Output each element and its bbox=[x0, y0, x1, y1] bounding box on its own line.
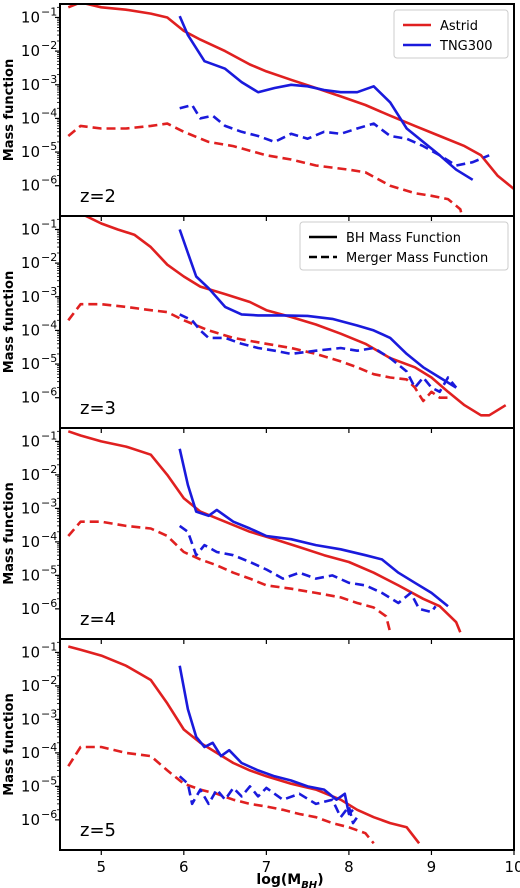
y-tick-exponent: −1 bbox=[41, 217, 57, 230]
y-tick-label: 10 bbox=[21, 76, 40, 94]
y-tick-label: 10 bbox=[21, 432, 40, 450]
y-tick-exponent: −3 bbox=[41, 496, 57, 509]
series-group bbox=[67, 645, 421, 845]
series-astrid-bh bbox=[67, 645, 421, 845]
legend-label: BH Mass Function bbox=[346, 231, 461, 246]
legend-label: Astrid bbox=[440, 19, 478, 34]
legend-label: Merger Mass Function bbox=[346, 251, 488, 266]
y-tick-label: 10 bbox=[21, 220, 40, 238]
series-tng300-merger bbox=[179, 103, 490, 167]
legend-styles-box bbox=[299, 221, 509, 271]
y-tick-label: 10 bbox=[21, 777, 40, 795]
y-tick-label: 10 bbox=[21, 566, 40, 584]
y-tick-label: 10 bbox=[21, 600, 40, 618]
y-tick-exponent: −2 bbox=[41, 251, 57, 264]
y-tick-exponent: −4 bbox=[41, 318, 57, 331]
y-tick-label: 10 bbox=[21, 288, 40, 306]
series-group bbox=[67, 4, 514, 216]
y-tick-exponent: −3 bbox=[41, 707, 57, 720]
y-tick-label: 10 bbox=[21, 143, 40, 161]
y-tick-label: 10 bbox=[21, 177, 40, 195]
y-tick-exponent: −5 bbox=[41, 563, 57, 576]
x-tick-label: 8 bbox=[344, 858, 354, 876]
y-tick-exponent: −2 bbox=[41, 463, 57, 476]
y-axis-label: Mass function bbox=[2, 693, 17, 795]
series-tng300-bh bbox=[178, 448, 449, 608]
y-tick-exponent: −5 bbox=[41, 140, 57, 153]
y-tick-exponent: −6 bbox=[41, 174, 57, 187]
y-tick-exponent: −3 bbox=[41, 73, 57, 86]
panel-frame bbox=[59, 638, 515, 851]
series-astrid-merger bbox=[67, 520, 392, 633]
y-tick-label: 10 bbox=[21, 109, 40, 127]
y-tick-label: 10 bbox=[21, 710, 40, 728]
legend-styles: BH Mass Function Merger Mass Function bbox=[299, 221, 509, 271]
y-tick-label: 10 bbox=[21, 677, 40, 695]
y-tick-exponent: −5 bbox=[41, 774, 57, 787]
x-axis-label: log(MBH) bbox=[256, 872, 323, 888]
y-tick-label: 10 bbox=[21, 499, 40, 517]
series-tng300-merger bbox=[178, 524, 437, 614]
y-tick-label: 10 bbox=[21, 254, 40, 272]
x-tick-label: 5 bbox=[96, 858, 106, 876]
y-axis-label: Mass function bbox=[2, 482, 17, 584]
y-tick-exponent: −1 bbox=[41, 5, 57, 18]
y-tick-exponent: −1 bbox=[41, 429, 57, 442]
x-tick-label: 10 bbox=[504, 858, 520, 876]
y-axis-label: Mass function bbox=[2, 59, 17, 161]
redshift-label: z=2 bbox=[80, 186, 116, 207]
x-tick-label: 7 bbox=[262, 858, 272, 876]
series-astrid-merger bbox=[67, 302, 448, 403]
redshift-label: z=5 bbox=[80, 820, 116, 841]
series-astrid-bh bbox=[82, 216, 507, 417]
legend-label: TNG300 bbox=[439, 39, 493, 54]
y-tick-label: 10 bbox=[21, 321, 40, 339]
y-tick-exponent: −6 bbox=[41, 597, 57, 610]
y-tick-label: 10 bbox=[21, 466, 40, 484]
y-tick-label: 10 bbox=[21, 643, 40, 661]
y-tick-label: 10 bbox=[21, 42, 40, 60]
legend-series: Astrid TNG300 bbox=[393, 9, 509, 59]
y-tick-label: 10 bbox=[21, 811, 40, 829]
y-tick-exponent: −2 bbox=[41, 674, 57, 687]
series-astrid-merger bbox=[67, 745, 375, 845]
y-tick-label: 10 bbox=[21, 744, 40, 762]
x-tick-label: 6 bbox=[179, 858, 189, 876]
y-axis-label: Mass function bbox=[2, 271, 17, 373]
series-astrid-bh bbox=[67, 4, 514, 191]
y-tick-exponent: −5 bbox=[41, 352, 57, 365]
y-tick-exponent: −3 bbox=[41, 285, 57, 298]
series-group bbox=[67, 216, 507, 417]
redshift-label: z=4 bbox=[80, 609, 116, 630]
x-tick-label: 9 bbox=[427, 858, 437, 876]
y-tick-label: 10 bbox=[21, 8, 40, 26]
y-tick-exponent: −2 bbox=[41, 39, 57, 52]
y-tick-label: 10 bbox=[21, 355, 40, 373]
y-tick-exponent: −4 bbox=[41, 741, 57, 754]
series-tng300-bh bbox=[178, 665, 354, 816]
y-tick-exponent: −4 bbox=[41, 106, 57, 119]
series-tng300-merger bbox=[179, 313, 458, 394]
y-tick-exponent: −1 bbox=[41, 640, 57, 653]
y-tick-label: 10 bbox=[21, 389, 40, 407]
series-group bbox=[67, 430, 462, 633]
y-tick-label: 10 bbox=[21, 533, 40, 551]
y-tick-exponent: −6 bbox=[41, 808, 57, 821]
x-tick-labels: 5 6 7 8 9 10 bbox=[96, 858, 520, 876]
series-tng300-merger bbox=[178, 775, 359, 825]
redshift-label: z=3 bbox=[80, 398, 116, 419]
y-tick-exponent: −4 bbox=[41, 530, 57, 543]
series-tng300-bh bbox=[178, 229, 457, 389]
series-tng300-bh bbox=[178, 15, 474, 181]
y-tick-exponent: −6 bbox=[41, 386, 57, 399]
panel-frame bbox=[59, 427, 515, 640]
